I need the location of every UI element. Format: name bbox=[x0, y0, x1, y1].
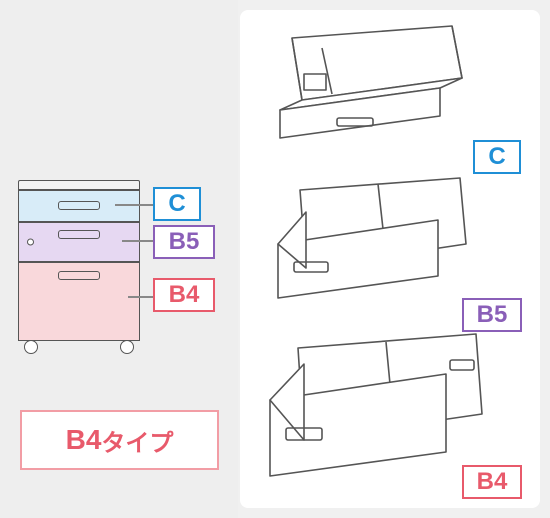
title-code: B4 bbox=[66, 424, 102, 456]
label-badge-b4-right: B4 bbox=[462, 465, 522, 499]
drawer-svg bbox=[252, 18, 477, 158]
drawer-handle bbox=[58, 201, 100, 210]
caster-icon bbox=[120, 340, 134, 354]
label-badge-b5: B5 bbox=[153, 225, 215, 259]
drawer-svg bbox=[252, 172, 477, 322]
drawer-svg bbox=[246, 330, 491, 500]
drawer-wire-b5 bbox=[252, 172, 477, 322]
drawer-wire-c bbox=[252, 18, 477, 158]
type-title-box: B4 タイプ bbox=[20, 410, 219, 470]
cabinet-drawer-b5 bbox=[18, 222, 140, 262]
cabinet-drawer-b4 bbox=[18, 262, 140, 341]
label-badge-c-right: C bbox=[473, 140, 521, 174]
leader-line bbox=[122, 240, 153, 242]
badge-text: C bbox=[168, 190, 185, 218]
leader-line bbox=[115, 204, 153, 206]
label-badge-b4: B4 bbox=[153, 278, 215, 312]
title-suffix: タイプ bbox=[101, 423, 173, 458]
drawer-handle bbox=[58, 230, 100, 239]
lock-icon bbox=[27, 239, 34, 246]
drawer-wire-b4 bbox=[246, 330, 491, 500]
cabinet-drawer-c bbox=[18, 190, 140, 222]
badge-text: B4 bbox=[477, 468, 508, 496]
left-panel: C B5 B4 B4 タイプ bbox=[0, 0, 238, 518]
leader-line bbox=[128, 296, 153, 298]
badge-text: B5 bbox=[477, 301, 508, 329]
drawer-handle bbox=[58, 271, 100, 280]
right-panel: C B5 B4 bbox=[240, 10, 540, 508]
badge-text: C bbox=[488, 143, 505, 171]
label-badge-c: C bbox=[153, 187, 201, 221]
cabinet-diagram bbox=[18, 180, 138, 355]
badge-text: B4 bbox=[169, 281, 200, 309]
caster-icon bbox=[24, 340, 38, 354]
label-badge-b5-right: B5 bbox=[462, 298, 522, 332]
badge-text: B5 bbox=[169, 228, 200, 256]
cabinet-top bbox=[18, 180, 140, 190]
